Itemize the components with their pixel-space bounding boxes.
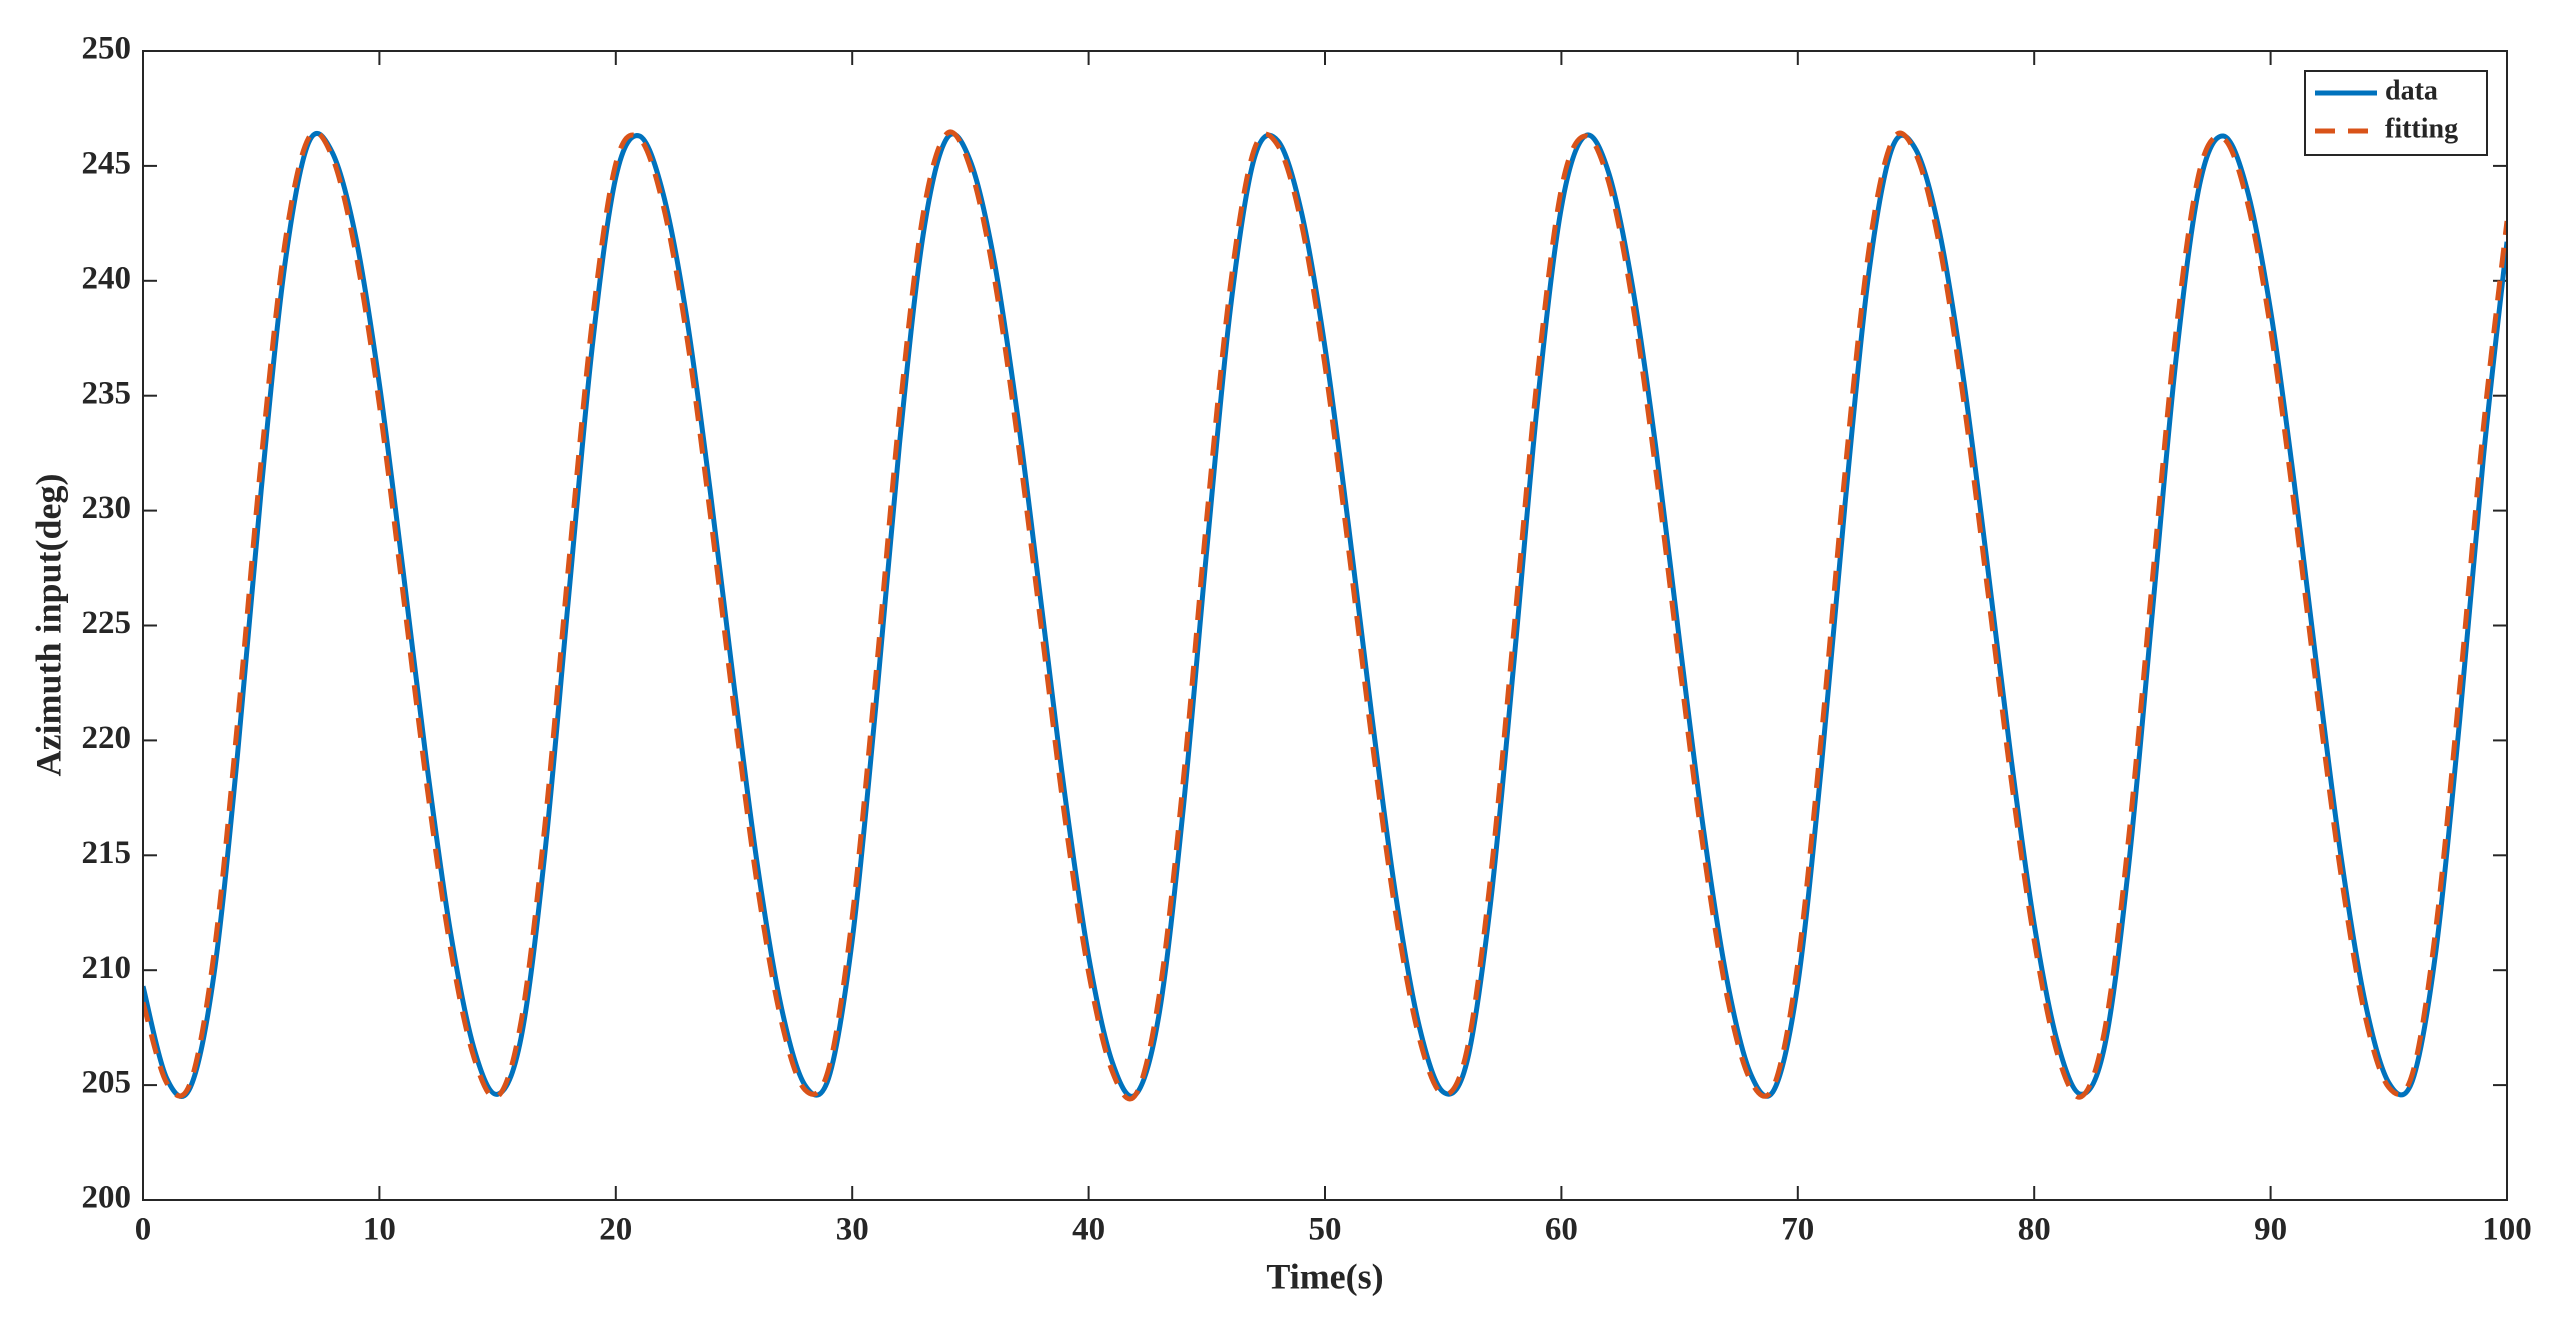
x-tick-label: 100 — [2482, 1212, 2532, 1248]
x-tick-label: 0 — [135, 1212, 152, 1248]
x-tick-label: 60 — [1545, 1212, 1578, 1248]
y-tick-label: 210 — [82, 950, 132, 986]
x-tick-label: 80 — [2018, 1212, 2051, 1248]
x-tick-label: 90 — [2254, 1212, 2287, 1248]
legend-label: data — [2385, 75, 2438, 106]
y-tick-label: 240 — [82, 260, 132, 296]
legend-box — [2304, 70, 2488, 156]
y-tick-label: 230 — [82, 490, 132, 526]
x-tick-label: 40 — [1072, 1212, 1105, 1248]
y-tick-label: 215 — [82, 835, 132, 871]
x-tick-label: 10 — [363, 1212, 396, 1248]
y-tick-label: 235 — [82, 375, 132, 411]
legend-label: fitting — [2385, 113, 2458, 144]
line-series — [143, 131, 2507, 1099]
x-tick-label: 30 — [836, 1212, 869, 1248]
plot-frame — [142, 50, 2508, 1201]
y-tick-label: 250 — [82, 31, 132, 67]
x-tick-label: 50 — [1309, 1212, 1342, 1248]
y-axis-label: Azimuth input(deg) — [28, 473, 68, 776]
y-tick-label: 225 — [82, 605, 132, 641]
x-tick-label: 20 — [599, 1212, 632, 1248]
line-series — [143, 129, 2507, 1102]
y-tick-label: 220 — [82, 720, 132, 756]
y-tick-label: 205 — [82, 1065, 132, 1101]
y-tick-label: 245 — [82, 145, 132, 181]
x-axis-label: Time(s) — [1266, 1256, 1383, 1296]
x-tick-label: 70 — [1781, 1212, 1814, 1248]
y-tick-label: 200 — [82, 1180, 132, 1216]
